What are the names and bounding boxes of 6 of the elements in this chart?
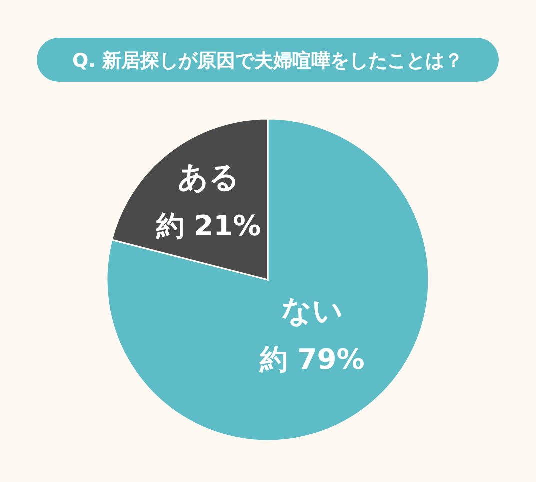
slice-label: ある [178,160,240,196]
pie-slice [106,118,430,442]
chart-title: Q. 新居探しが原因で夫婦喧嘩をしたことは？ [72,50,464,72]
data-label: 約 21% [155,210,262,243]
data-label: 約 79% [259,343,365,376]
slice-label: ない [281,294,344,330]
